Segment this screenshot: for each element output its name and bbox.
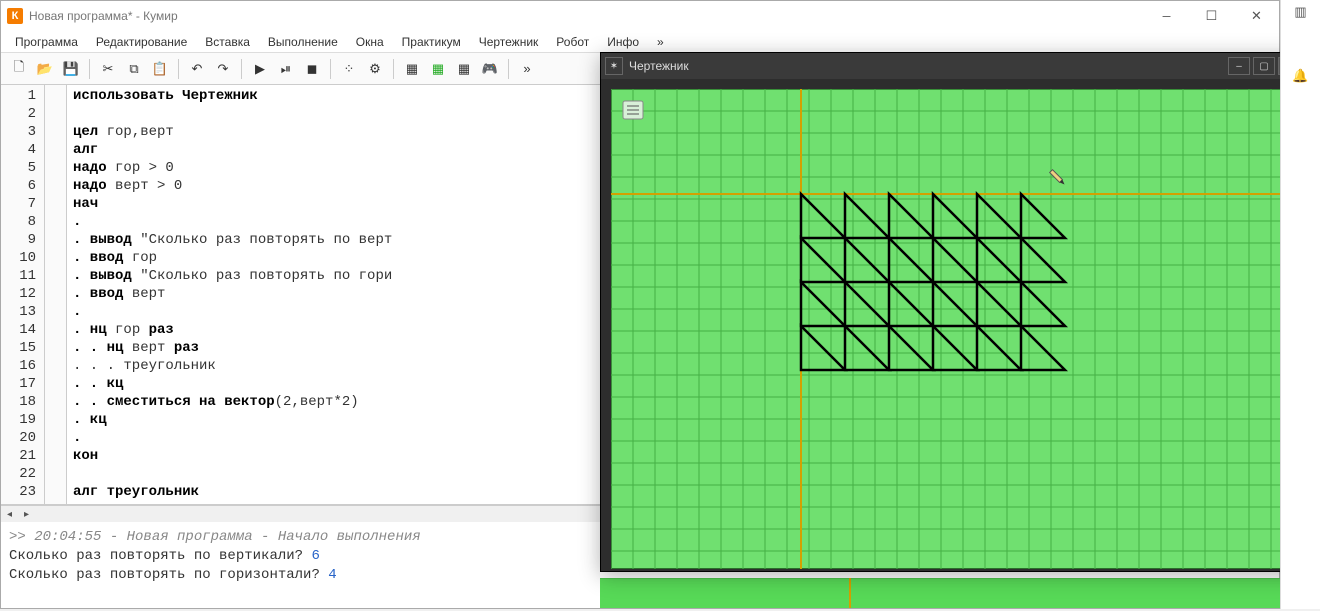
drawer-minimize-button[interactable]: – <box>1228 57 1250 75</box>
toolbar-separator <box>393 59 394 79</box>
minimize-button[interactable]: — <box>1144 1 1189 31</box>
toolbar-separator <box>241 59 242 79</box>
redo-icon[interactable]: ↷ <box>211 57 235 81</box>
main-titlebar: К Новая программа* - Кумир — ☐ ✕ <box>1 1 1279 31</box>
menu-редактирование[interactable]: Редактирование <box>88 33 195 51</box>
open-file-icon[interactable]: 📂 <box>33 57 57 81</box>
pin-icon[interactable]: ✶ <box>605 57 623 75</box>
window-title: Новая программа* - Кумир <box>29 9 1144 23</box>
app-icon: К <box>7 8 23 24</box>
more-icon[interactable]: » <box>515 57 539 81</box>
scroll-right-icon[interactable]: ▸ <box>18 506 35 523</box>
drawer-titlebar[interactable]: ✶ Чертежник – ▢ ✕ <box>601 53 1303 79</box>
paste-icon[interactable]: 📋 <box>148 57 172 81</box>
drawer-canvas[interactable] <box>611 89 1293 569</box>
margin-strip <box>45 85 67 504</box>
drawer-title: Чертежник <box>629 59 689 73</box>
menu-инфо[interactable]: Инфо <box>599 33 647 51</box>
menu-вставка[interactable]: Вставка <box>197 33 258 51</box>
toolbar-separator <box>330 59 331 79</box>
drawer-window: ✶ Чертежник – ▢ ✕ <box>600 52 1304 572</box>
toolbar-separator <box>178 59 179 79</box>
step-icon[interactable]: ⏯ <box>274 57 298 81</box>
toolbar-separator <box>89 59 90 79</box>
bell-icon[interactable]: 🔔 <box>1292 68 1308 84</box>
line-gutter: 1234567891011121314151617181920212223 <box>1 85 45 504</box>
debug2-icon[interactable]: ⚙ <box>363 57 387 81</box>
menu-»[interactable]: » <box>649 33 672 51</box>
canvas-bottom-strip <box>600 578 1304 608</box>
cut-icon[interactable]: ✂ <box>96 57 120 81</box>
new-file-icon[interactable]: 🗋 <box>7 57 31 81</box>
canvas-area[interactable] <box>601 79 1303 571</box>
debug1-icon[interactable]: ⁘ <box>337 57 361 81</box>
close-button[interactable]: ✕ <box>1234 1 1279 31</box>
grid3-icon[interactable]: ▦ <box>452 57 476 81</box>
menu-окна[interactable]: Окна <box>348 33 392 51</box>
menu-робот[interactable]: Робот <box>548 33 597 51</box>
save-file-icon[interactable]: 💾 <box>59 57 83 81</box>
stop-icon[interactable]: ◼ <box>300 57 324 81</box>
drawer-maximize-button[interactable]: ▢ <box>1253 57 1275 75</box>
run-icon[interactable]: ▶ <box>248 57 272 81</box>
menu-практикум[interactable]: Практикум <box>394 33 469 51</box>
maximize-button[interactable]: ☐ <box>1189 1 1234 31</box>
grid2-icon[interactable]: ▦ <box>426 57 450 81</box>
undo-icon[interactable]: ↶ <box>185 57 209 81</box>
game-icon[interactable]: 🎮 <box>478 57 502 81</box>
books-icon[interactable]: ▥ <box>1294 4 1306 20</box>
copy-icon[interactable]: ⧉ <box>122 57 146 81</box>
menu-выполнение[interactable]: Выполнение <box>260 33 346 51</box>
menu-программа[interactable]: Программа <box>7 33 86 51</box>
menu-чертежник[interactable]: Чертежник <box>471 33 547 51</box>
menubar: ПрограммаРедактированиеВставкаВыполнение… <box>1 31 1279 53</box>
grid1-icon[interactable]: ▦ <box>400 57 424 81</box>
browser-sidebar: ▥ 🔔 <box>1280 0 1320 609</box>
scroll-left-icon[interactable]: ◂ <box>1 506 18 523</box>
toolbar-separator <box>508 59 509 79</box>
